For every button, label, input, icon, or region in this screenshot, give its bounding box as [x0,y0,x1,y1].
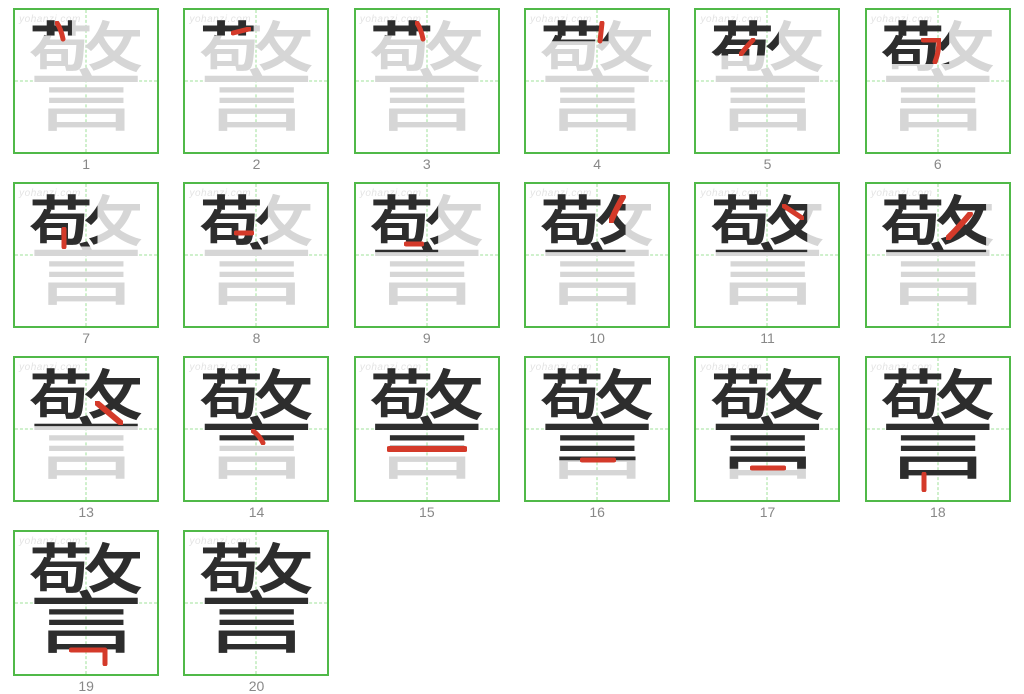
step-number-label: 6 [934,156,942,172]
stroke-cell: yohanzi.com警警 6 [864,8,1012,172]
step-number-label: 5 [764,156,772,172]
character-box: yohanzi.com警警 [694,356,840,502]
stroke-cell: yohanzi.com警警 17 [693,356,841,520]
stroke-cell: yohanzi.com警警 14 [182,356,330,520]
stroke-cell: yohanzi.com警警 3 [353,8,501,172]
character-box: yohanzi.com警警 [183,356,329,502]
step-number-label: 13 [78,504,94,520]
step-number-label: 1 [82,156,90,172]
stroke-cell: yohanzi.com警警 19 [12,530,160,694]
step-number-label: 14 [249,504,265,520]
foreground-character: 警 [185,532,327,674]
step-number-label: 2 [253,156,261,172]
character-box: yohanzi.com警警 [524,182,670,328]
character-box: yohanzi.com警警 [354,356,500,502]
character-box: yohanzi.com警警 [13,8,159,154]
step-number-label: 8 [253,330,261,346]
stroke-cell: yohanzi.com警警 10 [523,182,671,346]
stroke-cell: yohanzi.com警警 15 [353,356,501,520]
character-box: yohanzi.com警警 [524,8,670,154]
stroke-cell: yohanzi.com警警 5 [693,8,841,172]
step-number-label: 9 [423,330,431,346]
stroke-cell: yohanzi.com警警 8 [182,182,330,346]
character-box: yohanzi.com警警 [13,356,159,502]
stroke-order-grid: yohanzi.com警警 1yohanzi.com警警 2yohanzi.co… [0,0,1024,692]
step-number-label: 11 [760,330,775,346]
stroke-cell: yohanzi.com警警 16 [523,356,671,520]
stroke-cell: yohanzi.com警警 11 [693,182,841,346]
stroke-cell: yohanzi.com警警 4 [523,8,671,172]
character-box: yohanzi.com警警 [13,182,159,328]
character-box: yohanzi.com警警 [865,8,1011,154]
character-box: yohanzi.com警警 [13,530,159,676]
step-number-label: 18 [930,504,946,520]
foreground-character: 警 [15,532,157,674]
step-number-label: 12 [930,330,946,346]
step-number-label: 10 [589,330,605,346]
step-number-label: 15 [419,504,435,520]
character-box: yohanzi.com警警 [354,182,500,328]
stroke-cell: yohanzi.com警警 12 [864,182,1012,346]
foreground-character: 警 [867,358,1009,500]
character-box: yohanzi.com警警 [183,530,329,676]
stroke-cell: yohanzi.com警警 13 [12,356,160,520]
character-box: yohanzi.com警警 [694,8,840,154]
stroke-cell: yohanzi.com警警 7 [12,182,160,346]
step-number-label: 16 [589,504,605,520]
step-number-label: 7 [82,330,90,346]
stroke-cell: yohanzi.com警警 18 [864,356,1012,520]
character-box: yohanzi.com警警 [183,8,329,154]
character-box: yohanzi.com警警 [865,182,1011,328]
character-box: yohanzi.com警警 [524,356,670,502]
character-box: yohanzi.com警警 [694,182,840,328]
stroke-cell: yohanzi.com警警 2 [182,8,330,172]
character-box: yohanzi.com警警 [183,182,329,328]
character-box: yohanzi.com警警 [865,356,1011,502]
stroke-cell: yohanzi.com警警 9 [353,182,501,346]
character-box: yohanzi.com警警 [354,8,500,154]
step-number-label: 3 [423,156,431,172]
step-number-label: 17 [760,504,776,520]
stroke-cell: yohanzi.com警警20 [182,530,330,694]
stroke-cell: yohanzi.com警警 1 [12,8,160,172]
step-number-label: 4 [593,156,601,172]
